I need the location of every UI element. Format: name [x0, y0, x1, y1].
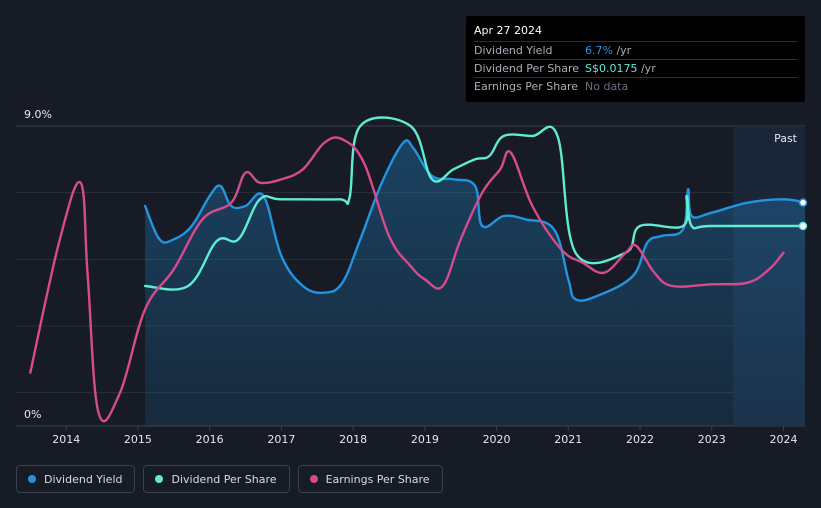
past-label: Past: [774, 132, 798, 145]
dividend-per-share-line: [143, 116, 807, 291]
tooltip-value: No data: [585, 80, 629, 93]
chart-legend: Dividend Yield Dividend Per Share Earnin…: [16, 465, 443, 493]
x-axis-ticks: 2014 2015 2016 2017 2018 2019 2020 2021 2022 2023…: [52, 426, 797, 446]
x-tick-label: 2022: [626, 433, 654, 446]
dividend-yield-line: [143, 139, 807, 302]
tooltip-label: Dividend Yield: [474, 44, 553, 57]
tooltip-row-earnings-per-share: Earnings Per Share No data: [474, 77, 797, 95]
tooltip-label: Earnings Per Share: [474, 80, 579, 93]
x-tick-label: 2017: [267, 433, 295, 446]
legend-label: Earnings Per Share: [325, 472, 430, 486]
dividend-yield-area: [145, 140, 806, 426]
x-tick-label: 2024: [769, 433, 797, 446]
y-label-top: 9.0%: [24, 108, 52, 121]
y-label-bottom: 0%: [24, 408, 41, 421]
legend-item-dividend-per-share[interactable]: Dividend Per Share: [143, 465, 290, 493]
legend-dot-icon: [28, 475, 36, 483]
tooltip-value: S$0.0175: [585, 62, 638, 75]
earnings-per-share-line: [29, 136, 785, 423]
x-tick-label: 2018: [339, 433, 367, 446]
legend-item-earnings-per-share[interactable]: Earnings Per Share: [297, 465, 443, 493]
area-fills: [145, 140, 806, 426]
x-tick-label: 2014: [52, 433, 80, 446]
legend-dot-icon: [155, 475, 164, 483]
legend-dot-icon: [309, 475, 318, 483]
series-lines: [29, 116, 807, 423]
legend-label: Dividend Yield: [44, 472, 123, 486]
x-tick-label: 2020: [483, 433, 511, 446]
dividend-per-share-end-marker: [798, 221, 808, 231]
legend-label: Dividend Per Share: [171, 472, 277, 486]
x-tick-label: 2023: [698, 433, 726, 446]
x-tick-label: 2021: [554, 433, 582, 446]
x-tick-label: 2016: [196, 433, 224, 446]
series-end-markers: [798, 198, 808, 231]
x-tick-label: 2015: [124, 433, 152, 446]
legend-item-dividend-yield[interactable]: Dividend Yield: [16, 465, 136, 493]
tooltip-date: Apr 27 2024: [474, 24, 543, 37]
tooltip-row-dividend-per-share: Dividend Per Share S$0.0175 /yr: [474, 59, 797, 77]
tooltip-unit: /yr: [637, 62, 656, 75]
dividend-yield-end-marker: [798, 198, 808, 207]
tooltip-row-dividend-yield: Dividend Yield 6.7% /yr: [474, 41, 797, 59]
x-tick-label: 2019: [411, 433, 439, 446]
tooltip-label: Dividend Per Share: [474, 62, 580, 75]
tooltip-value: 6.7%: [585, 44, 613, 57]
tooltip-unit: /yr: [612, 44, 632, 57]
hover-tooltip: Apr 27 2024 Dividend Yield 6.7% /yr Divi…: [466, 16, 805, 102]
